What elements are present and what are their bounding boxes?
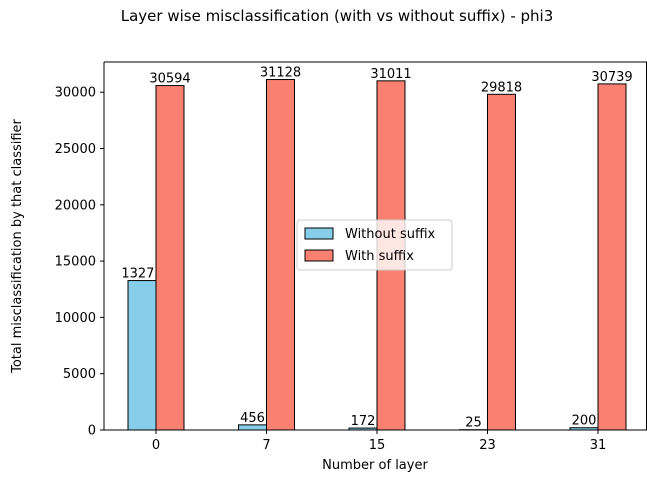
legend-label: With suffix [345,249,414,264]
data-label: 31128 [260,66,301,81]
legend-label: Without suffix [345,227,436,242]
y-tick-label: 20000 [55,198,96,213]
legend: Without suffix With suffix [297,220,452,270]
bar-with-suffix-23 [488,94,516,430]
bar-with-suffix-7 [267,80,295,430]
data-label: 29818 [481,80,522,95]
y-tick-label: 0 [88,424,96,439]
x-axis-label: Number of layer [322,458,428,473]
data-label: 31011 [370,67,411,82]
data-label: 200 [572,414,597,429]
x-tick-label: 7 [262,438,270,453]
data-label: 456 [240,411,265,426]
y-tick-label: 15000 [55,255,96,270]
bar-with-suffix-31 [598,84,626,430]
y-tick-label: 10000 [55,311,96,326]
x-tick-label: 31 [590,438,607,453]
chart-title: Layer wise misclassification (with vs wi… [121,7,554,25]
y-tick-label: 30000 [55,86,96,101]
y-tick-label: 25000 [55,142,96,157]
legend-swatch [305,250,333,261]
bar-without-suffix-0 [128,281,156,430]
data-label: 25 [465,416,482,431]
data-label: 30594 [149,72,190,87]
y-tick-label: 5000 [63,367,96,382]
x-tick-label: 15 [369,438,386,453]
legend-swatch [305,228,333,239]
data-label: 30739 [591,70,632,85]
x-tick-label: 23 [479,438,496,453]
data-label: 172 [351,414,376,429]
bar-with-suffix-0 [156,86,184,430]
x-tick-label: 0 [152,438,160,453]
y-axis-label: Total misclassification by that classifi… [10,118,25,373]
